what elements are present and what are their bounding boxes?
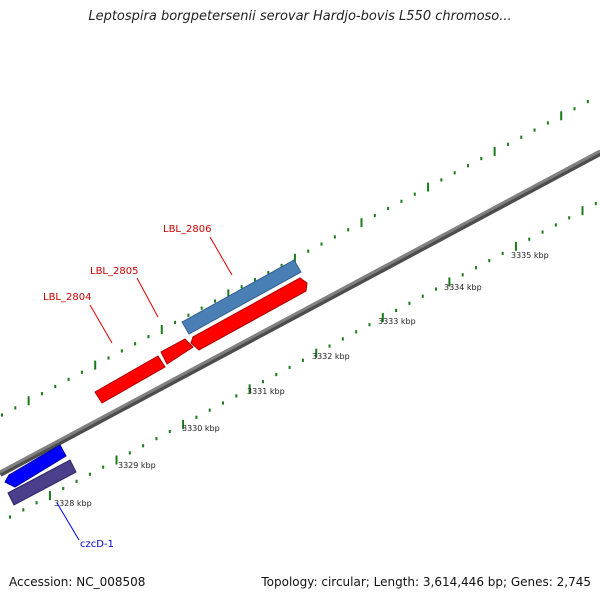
- gene-lbl-2805[interactable]: [160, 338, 194, 365]
- gene-czcd-1-feature[interactable]: [7, 459, 77, 506]
- kbp-label: 3330 kbp: [182, 424, 220, 433]
- gene-lbl-2804[interactable]: [94, 355, 166, 404]
- gene-lbl-2805-segment[interactable]: [190, 277, 308, 351]
- kbp-label: 3328 kbp: [54, 499, 92, 508]
- kbp-label: 3333 kbp: [378, 317, 416, 326]
- kbp-label: 3329 kbp: [118, 461, 156, 470]
- tick-marks: [1, 99, 597, 519]
- gene-label-lbl-2806: LBL_2806: [163, 224, 211, 235]
- map-title: Leptospira borgpetersenii serovar Hardjo…: [88, 9, 512, 24]
- gene-labels: LBL_2804 LBL_2805 LBL_2806 czcD-1: [43, 224, 211, 550]
- gene-features: [4, 259, 308, 506]
- gene-czcd-1[interactable]: [4, 444, 67, 488]
- gene-label-leaders: [56, 236, 233, 541]
- gene-lbl-2806[interactable]: [181, 259, 302, 335]
- accession-text: Accession: NC_008508: [9, 575, 146, 589]
- gene-label-czcd-1: czcD-1: [80, 539, 114, 550]
- kbp-label: 3331 kbp: [247, 387, 285, 396]
- scale-labels: 3328 kbp 3329 kbp 3330 kbp 3331 kbp 3332…: [54, 251, 549, 508]
- kbp-label: 3334 kbp: [444, 283, 482, 292]
- backbone: [0, 149, 600, 474]
- gene-label-lbl-2804: LBL_2804: [43, 292, 91, 303]
- kbp-label: 3332 kbp: [312, 352, 350, 361]
- kbp-label: 3335 kbp: [511, 251, 549, 260]
- backbone-shadow: [0, 150, 600, 477]
- genome-stats-text: Topology: circular; Length: 3,614,446 bp…: [261, 575, 591, 589]
- gene-label-lbl-2805: LBL_2805: [90, 266, 138, 277]
